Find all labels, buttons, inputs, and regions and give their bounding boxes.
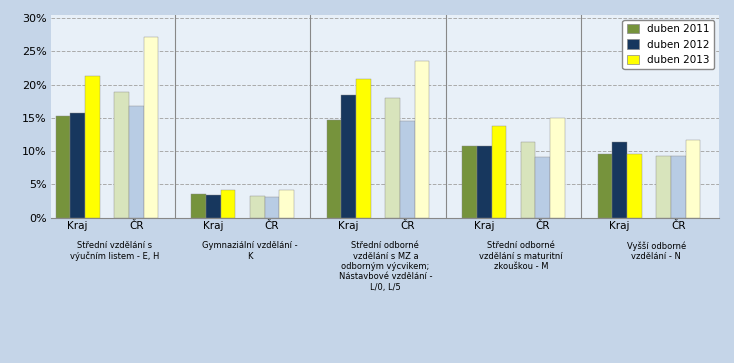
Bar xyxy=(550,118,564,218)
Bar xyxy=(415,61,429,218)
Bar xyxy=(144,37,159,218)
Bar xyxy=(56,117,70,218)
Bar xyxy=(477,146,492,218)
Bar xyxy=(536,157,550,218)
Bar xyxy=(356,78,371,218)
Legend: duben 2011, duben 2012, duben 2013: duben 2011, duben 2012, duben 2013 xyxy=(622,20,714,69)
Bar xyxy=(492,126,506,218)
Text: Střední odborné
vzdělání s maturitní
zkouškou - M: Střední odborné vzdělání s maturitní zko… xyxy=(479,241,563,271)
Bar xyxy=(220,190,235,218)
Bar xyxy=(250,196,264,218)
Bar xyxy=(264,197,279,218)
Bar xyxy=(656,156,671,218)
Bar xyxy=(129,106,144,218)
Bar xyxy=(686,140,700,218)
Bar xyxy=(70,113,85,218)
Bar xyxy=(192,194,206,218)
Bar xyxy=(462,146,477,218)
Bar xyxy=(85,76,100,218)
Bar xyxy=(385,98,400,218)
Bar xyxy=(341,95,356,218)
Text: Střední vzdělání s
výučním listem - E, H: Střední vzdělání s výučním listem - E, H xyxy=(70,241,159,261)
Bar xyxy=(671,156,686,218)
Bar xyxy=(521,143,536,218)
Bar xyxy=(627,154,642,218)
Bar xyxy=(327,120,341,218)
Text: Gymnaziální vzdělání -
K: Gymnaziální vzdělání - K xyxy=(202,241,298,261)
Bar xyxy=(612,143,627,218)
Bar xyxy=(597,155,612,218)
Bar xyxy=(115,92,129,218)
Bar xyxy=(206,195,220,218)
Text: Vyšší odborné
vzdělání - N: Vyšší odborné vzdělání - N xyxy=(627,241,686,261)
Bar xyxy=(400,121,415,218)
Text: Střední odborné
vzdělání s MZ a
odborným výcvikem;
Nástavbové vzdělání -
L/0, L/: Střední odborné vzdělání s MZ a odborným… xyxy=(338,241,432,292)
Bar xyxy=(279,190,294,218)
